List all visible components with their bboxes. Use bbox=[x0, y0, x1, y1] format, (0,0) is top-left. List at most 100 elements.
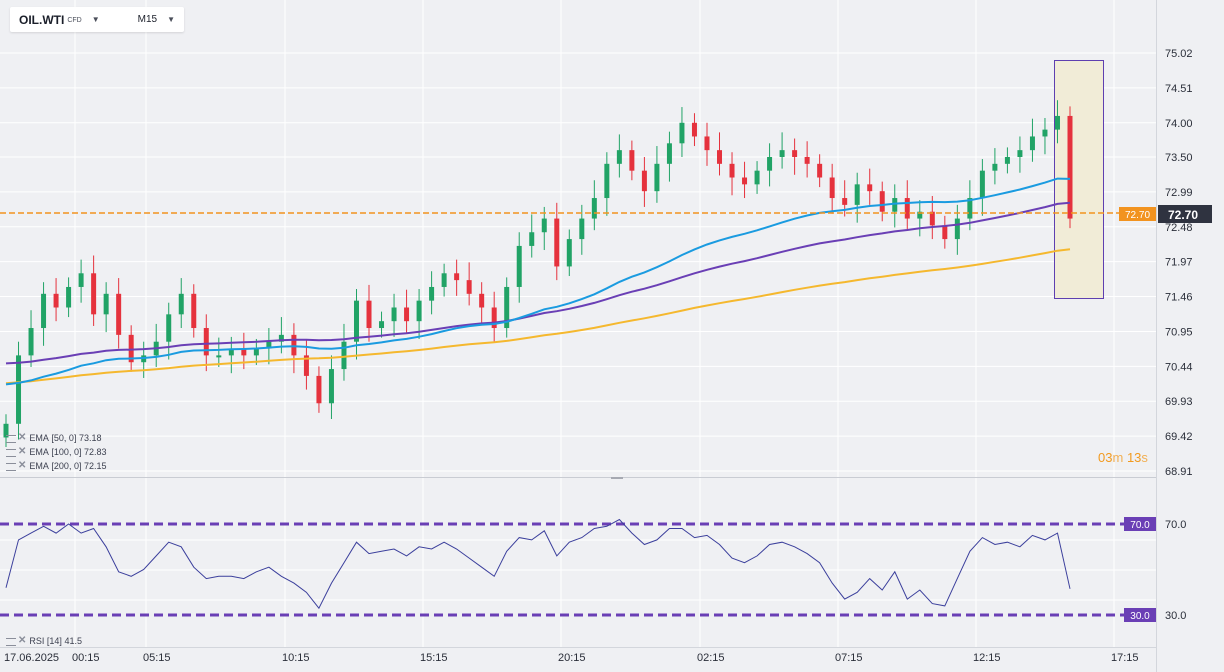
timeframe-dropdown-icon[interactable]: ▼ bbox=[167, 15, 176, 24]
pane-resize-handle[interactable] bbox=[611, 477, 623, 479]
candle-down bbox=[303, 355, 309, 376]
candle-down bbox=[729, 163, 735, 178]
price-tick-label: 73.50 bbox=[1165, 152, 1193, 164]
time-tick-label: 00:15 bbox=[72, 652, 100, 664]
candle-up bbox=[516, 245, 522, 287]
candle-down bbox=[904, 198, 910, 219]
price-tick-label: 69.42 bbox=[1165, 431, 1193, 443]
symbol-selector[interactable]: OIL.WTI bbox=[19, 12, 65, 27]
legend-rsi: ✕ RSI [14] 41.5 bbox=[6, 635, 82, 646]
current-price-label: 72.70 bbox=[1168, 208, 1198, 222]
candle-down bbox=[942, 225, 948, 240]
candle-down bbox=[466, 280, 472, 294]
candle-down bbox=[1067, 115, 1073, 219]
candle-up bbox=[504, 286, 510, 329]
symbol-type-label: CFD bbox=[67, 17, 82, 24]
candle-up bbox=[541, 218, 547, 233]
candle-down bbox=[479, 293, 485, 308]
candle-up bbox=[103, 293, 109, 315]
settings-icon[interactable] bbox=[6, 434, 16, 443]
candle-up bbox=[654, 163, 660, 192]
candle-up bbox=[66, 286, 72, 308]
time-tick-label: 17:15 bbox=[1111, 652, 1139, 664]
candle-up bbox=[379, 321, 385, 329]
candle-up bbox=[16, 355, 22, 424]
candles bbox=[3, 100, 1073, 448]
candle-down bbox=[191, 293, 197, 329]
candle-up bbox=[166, 314, 172, 342]
countdown-minutes: 03 bbox=[1098, 450, 1113, 465]
remove-icon[interactable]: ✕ bbox=[18, 432, 27, 443]
candle-up bbox=[216, 355, 222, 358]
settings-icon[interactable] bbox=[6, 448, 16, 457]
settings-icon[interactable] bbox=[6, 637, 16, 646]
candle-down bbox=[404, 307, 410, 322]
time-tick-label: 20:15 bbox=[558, 652, 586, 664]
rsi-level-70-tag-label: 70.0 bbox=[1130, 520, 1150, 531]
candle-down bbox=[241, 348, 247, 356]
legend-params: [100, 0] bbox=[51, 446, 82, 457]
candle-down bbox=[704, 136, 710, 151]
candle-up bbox=[429, 286, 435, 301]
symbol-dropdown-icon[interactable]: ▼ bbox=[91, 15, 100, 24]
price-tick-label: 75.02 bbox=[1165, 48, 1193, 60]
candle-up bbox=[779, 150, 785, 157]
price-line-tag bbox=[1119, 207, 1156, 221]
candle-up bbox=[604, 163, 610, 199]
candle-up bbox=[41, 293, 47, 329]
remove-icon[interactable]: ✕ bbox=[18, 446, 27, 457]
time-tick-label: 02:15 bbox=[697, 652, 725, 664]
candle-down bbox=[817, 163, 823, 178]
ema-50-line bbox=[5, 177, 1071, 386]
remove-icon[interactable]: ✕ bbox=[18, 635, 27, 646]
candle-up bbox=[679, 122, 685, 144]
candle-countdown: 03m 13s bbox=[1098, 450, 1148, 465]
candle-up bbox=[1017, 150, 1023, 157]
legend-ema-50: ✕ EMA [50, 0] 73.18 bbox=[6, 432, 102, 443]
candle-up bbox=[529, 232, 535, 246]
instrument-toolbar: OIL.WTI CFD ▼ M15 ▼ bbox=[10, 7, 184, 32]
candle-up bbox=[328, 369, 334, 404]
legend-params: [50, 0] bbox=[51, 432, 77, 443]
price-tick-label: 71.97 bbox=[1165, 257, 1193, 269]
price-axis-ticks[interactable]: 75.02 74.51 74.00 73.50 72.99 72.48 71.97 71.46… bbox=[1165, 48, 1193, 478]
candle-down bbox=[116, 293, 122, 335]
rsi-level-30-tag-label: 30.0 bbox=[1130, 611, 1150, 622]
time-tick-label: 10:15 bbox=[282, 652, 310, 664]
candle-up bbox=[391, 307, 397, 322]
candle-down bbox=[554, 218, 560, 267]
grid-lines bbox=[0, 0, 1156, 647]
time-tick-label: 05:15 bbox=[143, 652, 171, 664]
candle-up bbox=[1054, 115, 1060, 130]
price-tick-label: 69.93 bbox=[1165, 396, 1193, 408]
candle-down bbox=[203, 328, 209, 356]
candle-down bbox=[629, 150, 635, 171]
price-tick-label: 71.46 bbox=[1165, 292, 1193, 304]
remove-icon[interactable]: ✕ bbox=[18, 460, 27, 471]
price-tick-label: 70.44 bbox=[1165, 361, 1193, 373]
legend-params: [200, 0] bbox=[51, 460, 82, 471]
time-tick-label: 17.06.2025 bbox=[4, 652, 59, 664]
candle-down bbox=[867, 184, 873, 192]
candle-down bbox=[454, 273, 460, 281]
candle-up bbox=[754, 170, 760, 185]
candle-down bbox=[842, 198, 848, 205]
time-axis-ticks[interactable]: 17.06.2025 00:15 05:15 10:15 15:15 20:15 02:15… bbox=[4, 652, 1139, 664]
time-tick-label: 15:15 bbox=[420, 652, 448, 664]
candle-up bbox=[1004, 156, 1010, 164]
price-line-tag-label: 72.70 bbox=[1125, 210, 1150, 221]
candle-up bbox=[1042, 129, 1048, 137]
price-tick-label: 74.51 bbox=[1165, 83, 1193, 95]
candle-up bbox=[666, 143, 672, 164]
rsi-line bbox=[5, 518, 1071, 610]
candle-up bbox=[566, 239, 572, 267]
legend-ema-200: ✕ EMA [200, 0] 72.15 bbox=[6, 460, 107, 471]
timeframe-selector[interactable]: M15 bbox=[137, 14, 158, 25]
price-tick-label: 72.99 bbox=[1165, 187, 1193, 199]
candle-down bbox=[717, 150, 723, 164]
settings-icon[interactable] bbox=[6, 462, 16, 471]
legend-value: 72.15 bbox=[83, 460, 107, 471]
price-tick-label: 74.00 bbox=[1165, 118, 1193, 130]
candle-up bbox=[341, 341, 347, 370]
